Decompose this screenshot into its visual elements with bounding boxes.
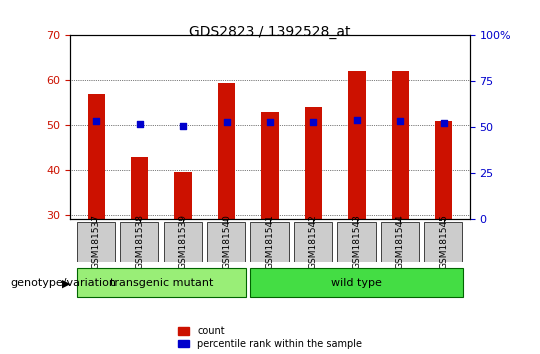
Text: GSM181542: GSM181542 bbox=[309, 214, 318, 269]
FancyBboxPatch shape bbox=[77, 222, 115, 262]
FancyBboxPatch shape bbox=[424, 222, 462, 262]
Text: GSM181543: GSM181543 bbox=[353, 214, 361, 269]
Bar bbox=[261, 112, 279, 219]
Point bbox=[396, 118, 404, 124]
Legend: count, percentile rank within the sample: count, percentile rank within the sample bbox=[178, 326, 362, 349]
Text: GSM181544: GSM181544 bbox=[396, 214, 405, 269]
FancyBboxPatch shape bbox=[251, 222, 289, 262]
Text: ▶: ▶ bbox=[62, 278, 71, 288]
Point bbox=[353, 117, 361, 123]
Text: GSM181540: GSM181540 bbox=[222, 214, 231, 269]
Point bbox=[179, 123, 187, 129]
FancyBboxPatch shape bbox=[251, 268, 463, 297]
Bar bbox=[392, 71, 409, 219]
FancyBboxPatch shape bbox=[294, 222, 332, 262]
Text: GDS2823 / 1392528_at: GDS2823 / 1392528_at bbox=[189, 25, 351, 39]
Bar bbox=[131, 156, 148, 219]
Bar bbox=[305, 107, 322, 219]
Text: GSM181541: GSM181541 bbox=[266, 214, 274, 269]
Text: GSM181538: GSM181538 bbox=[135, 214, 144, 269]
Text: GSM181545: GSM181545 bbox=[439, 214, 448, 269]
Bar bbox=[87, 94, 105, 219]
FancyBboxPatch shape bbox=[120, 222, 158, 262]
Point bbox=[266, 119, 274, 125]
FancyBboxPatch shape bbox=[164, 222, 202, 262]
Text: GSM181537: GSM181537 bbox=[92, 214, 101, 269]
FancyBboxPatch shape bbox=[207, 222, 245, 262]
Text: genotype/variation: genotype/variation bbox=[11, 278, 117, 288]
Point bbox=[440, 120, 448, 126]
Point bbox=[136, 121, 144, 127]
Text: transgenic mutant: transgenic mutant bbox=[110, 278, 213, 288]
Bar bbox=[435, 121, 453, 219]
Point bbox=[92, 118, 100, 124]
Point bbox=[222, 119, 231, 125]
Point bbox=[309, 119, 318, 125]
FancyBboxPatch shape bbox=[338, 222, 375, 262]
Text: wild type: wild type bbox=[332, 278, 382, 288]
Bar bbox=[218, 82, 235, 219]
Bar bbox=[348, 71, 366, 219]
FancyBboxPatch shape bbox=[77, 268, 246, 297]
Text: GSM181539: GSM181539 bbox=[179, 214, 187, 269]
Bar bbox=[174, 172, 192, 219]
FancyBboxPatch shape bbox=[381, 222, 419, 262]
